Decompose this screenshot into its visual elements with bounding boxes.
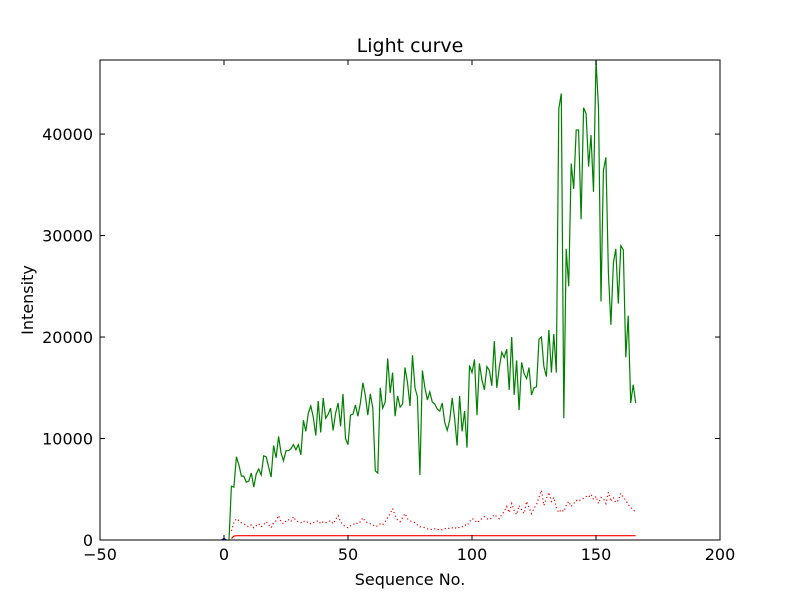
plot-area-frame xyxy=(99,59,721,541)
x-tick-label: 150 xyxy=(581,545,612,564)
y-tick-label: 10000 xyxy=(42,430,93,449)
x-tick-label: −50 xyxy=(83,545,117,564)
y-axis-label: Intensity xyxy=(18,265,37,335)
y-tick-label: 20000 xyxy=(42,328,93,347)
y-tick-label: 0 xyxy=(83,531,93,550)
x-tick-label: 200 xyxy=(705,545,736,564)
series-line-1 xyxy=(230,490,637,532)
x-tick-label: 50 xyxy=(338,545,358,564)
y-tick-label: 40000 xyxy=(42,125,93,144)
series-line-0 xyxy=(228,60,637,540)
series-line-2 xyxy=(230,535,636,539)
x-axis-label: Sequence No. xyxy=(355,570,466,589)
chart-title: Light curve xyxy=(357,35,464,57)
x-tick-label: 0 xyxy=(219,545,229,564)
y-tick-label: 30000 xyxy=(42,227,93,246)
x-tick-label: 100 xyxy=(457,545,488,564)
